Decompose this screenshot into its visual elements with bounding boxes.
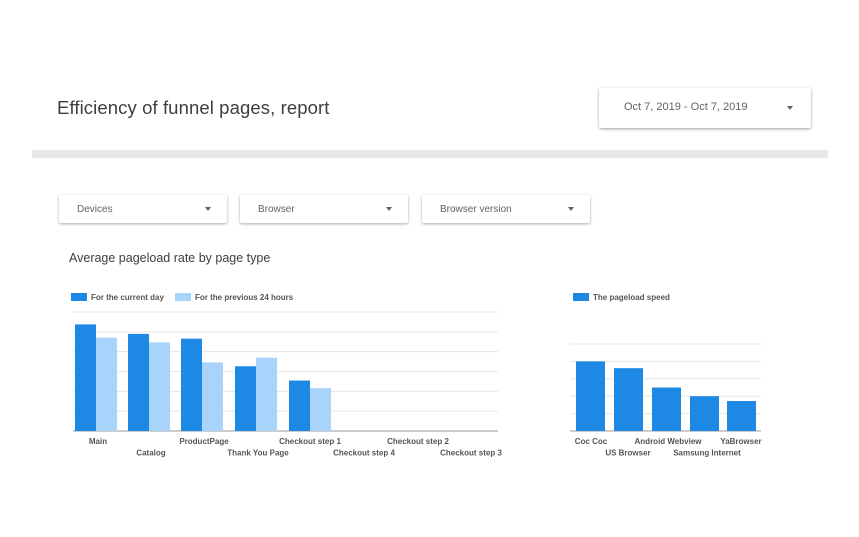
legend-swatch-current-day [71,293,87,301]
date-range-value: Oct 7, 2019 - Oct 7, 2019 [624,101,748,113]
chevron-down-icon [205,207,211,211]
bar-pageload-speed [652,387,681,431]
bar-previous-24h [256,357,277,431]
x-tick-label: Catalog [136,449,165,458]
x-tick-label: Checkout step 4 [333,449,395,458]
x-tick-label: ProductPage [179,437,229,446]
bar-current-day [289,380,310,431]
legend-label: For the previous 24 hours [195,293,294,302]
bar-pageload-speed [727,401,756,431]
x-tick-label: US Browser [605,449,650,458]
bar-previous-24h [96,337,117,431]
x-tick-label: Android Webview [635,437,703,446]
bar-current-day [235,366,256,431]
bar-previous-24h [310,388,331,431]
report-title: Efficiency of funnel pages, report [57,97,330,118]
x-tick-label: Coc Coc [575,437,608,446]
date-range-picker[interactable]: Oct 7, 2019 - Oct 7, 2019 [599,88,811,128]
bar-previous-24h [149,342,170,431]
browser-version-filter-dropdown[interactable]: Browser version [422,195,590,223]
legend-swatch-previous-24h [175,293,191,301]
section-divider [32,150,828,158]
x-tick-label: Checkout step 2 [387,437,449,446]
bar-previous-24h [202,362,223,431]
chevron-down-icon [787,106,793,110]
x-tick-label: Samsung Internet [673,449,741,458]
chevron-down-icon [386,207,392,211]
browser-filter-label: Browser [258,204,295,215]
bar-pageload-speed [576,361,605,431]
x-tick-label: Thank You Page [227,449,289,458]
bar-current-day [75,324,96,431]
bar-current-day [128,333,149,431]
bar-current-day [181,338,202,431]
bar-pageload-speed [614,368,643,431]
browser-version-filter-label: Browser version [440,204,512,215]
legend-label: For the current day [91,293,164,302]
browser-filter-dropdown[interactable]: Browser [240,195,408,223]
chart-section-title: Average pageload rate by page type [69,251,271,265]
chevron-down-icon [568,207,574,211]
x-tick-label: YaBrowser [720,437,761,446]
devices-filter-label: Devices [77,204,113,215]
x-tick-label: Main [89,437,107,446]
devices-filter-dropdown[interactable]: Devices [59,195,227,223]
x-tick-label: Checkout step 1 [279,437,341,446]
legend-swatch-pageload-speed [573,293,589,301]
x-tick-label: Checkout step 3 [440,449,502,458]
bar-pageload-speed [690,396,719,431]
legend-label: The pageload speed [593,293,670,302]
